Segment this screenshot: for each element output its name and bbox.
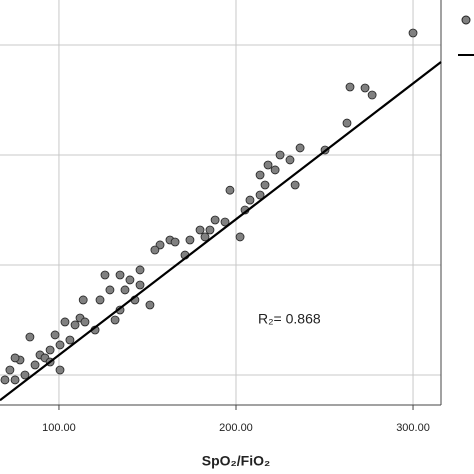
- point: [285, 155, 295, 165]
- point: [225, 185, 235, 195]
- point: [100, 270, 110, 280]
- point: [145, 300, 155, 310]
- point: [185, 235, 195, 245]
- point: [115, 270, 125, 280]
- point: [342, 118, 352, 128]
- point: [78, 295, 88, 305]
- point: [125, 275, 135, 285]
- point: [10, 375, 20, 385]
- point: [170, 237, 180, 247]
- point: [95, 295, 105, 305]
- x-tick-label: 300.00: [396, 422, 430, 434]
- point: [10, 353, 20, 363]
- point: [345, 82, 355, 92]
- point: [50, 330, 60, 340]
- point: [220, 217, 230, 227]
- point: [60, 317, 70, 327]
- x-tick-label: 100.00: [42, 422, 76, 434]
- point: [290, 180, 300, 190]
- point: [195, 225, 205, 235]
- legend-marker: [461, 15, 471, 25]
- point: [210, 215, 220, 225]
- point: [263, 160, 273, 170]
- point: [5, 365, 15, 375]
- point: [360, 83, 370, 93]
- point: [55, 365, 65, 375]
- point: [275, 150, 285, 160]
- point: [245, 195, 255, 205]
- point: [0, 375, 10, 385]
- point: [105, 285, 115, 295]
- point: [205, 225, 215, 235]
- point: [55, 340, 65, 350]
- point: [295, 143, 305, 153]
- point: [260, 180, 270, 190]
- point: [135, 280, 145, 290]
- point: [135, 265, 145, 275]
- fit-line: [0, 61, 442, 402]
- point: [80, 317, 90, 327]
- point: [65, 335, 75, 345]
- point: [200, 232, 210, 242]
- point: [255, 170, 265, 180]
- annotation: R₂= 0.868: [258, 311, 321, 327]
- x-tick-label: 200.00: [219, 422, 253, 434]
- point: [408, 28, 418, 38]
- point: [120, 285, 130, 295]
- x-axis-label: SpO₂/FiO₂: [202, 453, 270, 469]
- point: [110, 315, 120, 325]
- point: [20, 370, 30, 380]
- point: [70, 320, 80, 330]
- point: [270, 165, 280, 175]
- point: [255, 190, 265, 200]
- point: [235, 232, 245, 242]
- point: [25, 332, 35, 342]
- point: [150, 245, 160, 255]
- point: [367, 90, 377, 100]
- point: [45, 345, 55, 355]
- point: [30, 360, 40, 370]
